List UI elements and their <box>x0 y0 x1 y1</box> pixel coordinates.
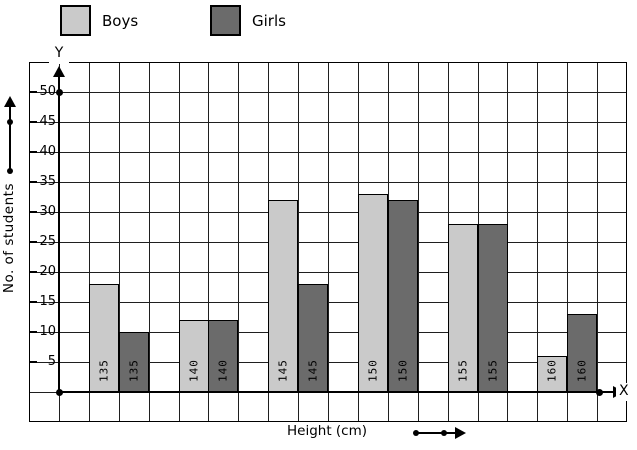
legend-label-girls: Girls <box>252 11 286 30</box>
bar-category-label: 140 <box>187 359 201 382</box>
y-direction-arrow-icon <box>4 96 16 107</box>
y-tick-mark <box>30 181 37 183</box>
gridline-horizontal <box>30 362 626 363</box>
y-tick-label: 20 <box>39 264 56 279</box>
legend-item-boys: Boys <box>60 5 138 36</box>
x-axis-line <box>59 391 613 393</box>
bar-boys-155: 155 <box>448 224 478 392</box>
x-direction-arrow-dot <box>441 430 447 436</box>
y-direction-arrow-dot <box>7 119 13 125</box>
gridline-horizontal <box>30 122 626 123</box>
y-tick-label: 30 <box>39 204 56 219</box>
legend-item-girls: Girls <box>210 5 286 36</box>
bar-category-label: 160 <box>545 359 559 382</box>
y-axis-line <box>58 75 60 393</box>
bar-girls-140: 140 <box>208 320 238 392</box>
y-tick-mark <box>30 301 37 303</box>
bar-category-label: 135 <box>97 359 111 382</box>
gridline-horizontal <box>30 242 626 243</box>
x-axis-name: X <box>616 383 632 401</box>
y-tick-label: 25 <box>39 234 56 249</box>
y-tick-label: 15 <box>39 294 56 309</box>
bar-girls-160: 160 <box>567 314 597 392</box>
bar-boys-160: 160 <box>537 356 567 392</box>
bar-category-label: 140 <box>216 359 230 382</box>
bar-category-label: 155 <box>486 359 500 382</box>
gridline-horizontal <box>30 302 626 303</box>
y-axis-name: Y <box>49 45 69 64</box>
y-tick-mark <box>30 361 37 363</box>
y-tick-label: 40 <box>39 144 56 159</box>
gridline-horizontal <box>30 332 626 333</box>
bar-category-label: 145 <box>306 359 320 382</box>
x-direction-arrow-dot <box>413 430 419 436</box>
bar-category-label: 145 <box>276 359 290 382</box>
legend-label-boys: Boys <box>102 11 139 30</box>
y-axis-arrow-icon <box>53 66 65 77</box>
y-tick-mark <box>30 211 37 213</box>
boys-swatch-icon <box>60 5 91 36</box>
y-tick-mark <box>30 91 37 93</box>
bar-category-label: 160 <box>575 359 589 382</box>
y-axis-title: No. of students <box>1 183 17 294</box>
y-direction-arrow-shaft <box>9 106 11 172</box>
bar-boys-145: 145 <box>268 200 298 392</box>
x-direction-arrow-shaft <box>416 432 457 434</box>
girls-swatch-icon <box>210 5 241 36</box>
bar-category-label: 135 <box>127 359 141 382</box>
y-tick-label: 35 <box>39 174 56 189</box>
y-tick-label: 5 <box>47 354 56 369</box>
bar-category-label: 150 <box>396 359 410 382</box>
x-axis-title: Height (cm) <box>287 423 368 439</box>
bar-category-label: 155 <box>456 359 470 382</box>
bar-girls-145: 145 <box>298 284 328 392</box>
y-tick-mark <box>30 271 37 273</box>
bar-boys-135: 135 <box>89 284 119 392</box>
gridline-horizontal <box>30 152 626 153</box>
x-axis-end-dot <box>596 389 603 396</box>
y-direction-arrow-dot <box>7 168 13 174</box>
bar-category-label: 150 <box>366 359 380 382</box>
y-tick-mark <box>30 331 37 333</box>
y-tick-mark <box>30 121 37 123</box>
y-tick-mark <box>30 241 37 243</box>
y-axis-top-dot <box>56 89 63 96</box>
origin-dot <box>56 389 63 396</box>
bar-boys-140: 140 <box>179 320 209 392</box>
gridline-horizontal <box>30 182 626 183</box>
gridline-horizontal <box>30 92 626 93</box>
bar-girls-135: 135 <box>119 332 149 392</box>
y-tick-label: 50 <box>39 84 56 99</box>
y-tick-mark <box>30 151 37 153</box>
x-direction-arrow-icon <box>455 427 466 439</box>
gridline-horizontal <box>30 212 626 213</box>
y-tick-label: 10 <box>39 324 56 339</box>
gridline-horizontal <box>30 272 626 273</box>
bar-girls-155: 155 <box>478 224 508 392</box>
y-tick-label: 45 <box>39 114 56 129</box>
plot-area: 5 10 15 20 25 30 35 40 45 50 135 135 140 140 145 145 150… <box>29 62 627 422</box>
bar-girls-150: 150 <box>388 200 418 392</box>
bar-boys-150: 150 <box>358 194 388 392</box>
